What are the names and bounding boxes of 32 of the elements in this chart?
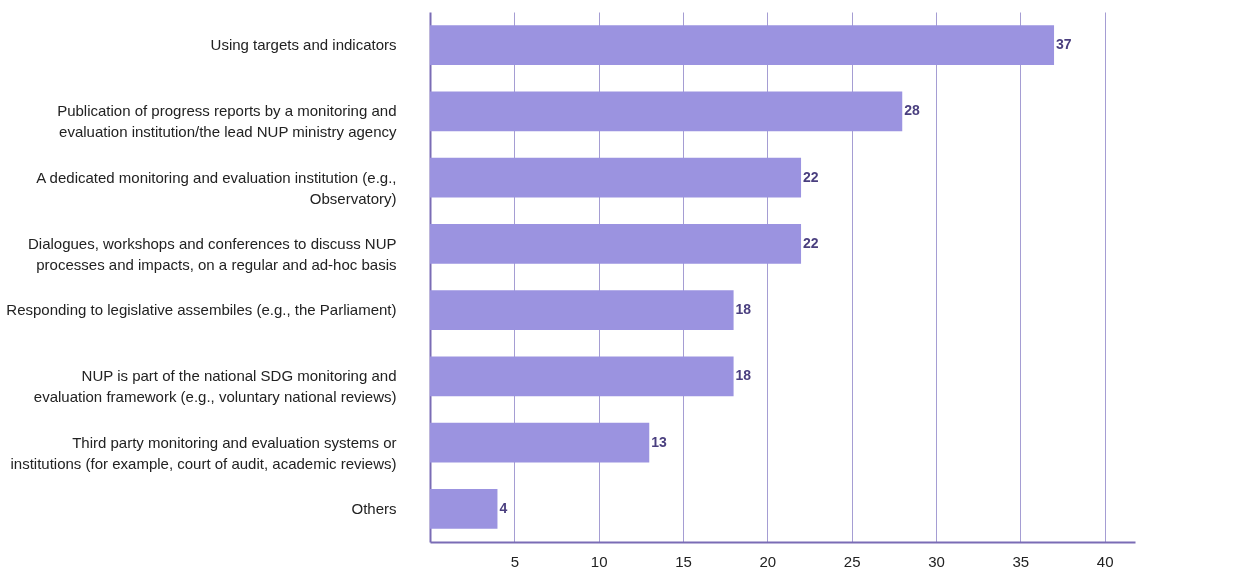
x-tick-label: 20 [759,552,777,570]
bar [430,422,650,463]
x-tick-label: 5 [510,552,519,570]
data-label: 13 [651,433,668,450]
data-label: 37 [1056,36,1072,53]
bar [430,290,734,330]
y-tick-label: Third party monitoring and evaluation systems or institutions (for example, court of audit, academic reviews) [10,433,397,472]
bar [430,356,734,397]
bar [430,489,498,529]
y-tick-label: Dialogues, workshops and conferences to discuss NUP processes and impacts, on a regular and ad-hoc basis [27,234,397,273]
y-tick-label: Responding to legislative assembiles (e.g., the Parliament) [6,301,397,319]
y-tick-label: Using targets and indicators [210,36,397,54]
bar [430,25,1055,65]
data-label: 18 [735,301,752,318]
y-tick-label: Publication of progress reports by a monitoring and evaluation institution/the lead NUP ministry agency [57,102,397,141]
data-label: 4 [499,499,508,516]
x-tick-label: 10 [590,552,608,570]
x-tick-label: 25 [843,552,861,570]
x-tick-label: 35 [1012,552,1030,570]
bar [430,157,802,198]
y-tick-label: A dedicated monitoring and evaluation institution (e.g., Observatory) [36,168,397,207]
y-tick-label: Others [351,499,397,517]
bar [430,91,903,132]
data-label: 18 [735,367,752,384]
x-tick-label: 40 [1096,552,1114,570]
x-tick-label: 30 [928,552,945,570]
data-label: 22 [803,168,819,185]
x-tick-label: 15 [675,552,692,570]
data-label: 28 [904,102,921,119]
data-label: 22 [803,234,819,251]
y-tick-label: NUP is part of the national SDG monitoring and evaluation framework (e.g., voluntary national reviews) [33,367,397,406]
bar [430,224,802,264]
